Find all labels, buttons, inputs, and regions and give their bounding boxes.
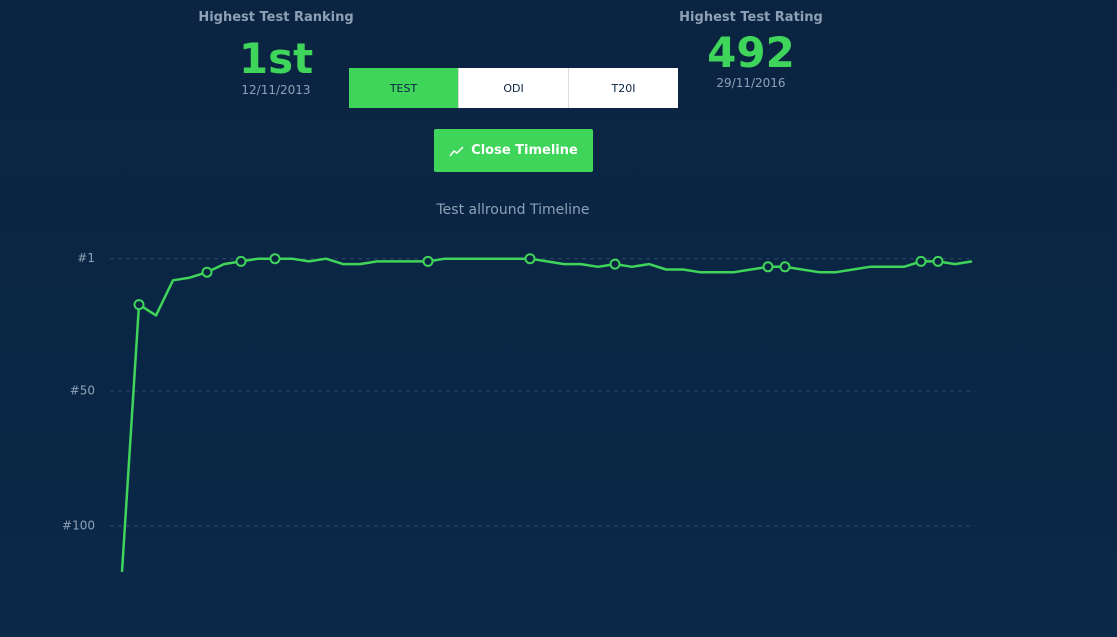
tab[interactable]: ODI <box>458 68 568 108</box>
point <box>932 255 944 267</box>
y-tick-label: #50 <box>70 384 95 398</box>
point <box>762 261 774 273</box>
point <box>133 299 145 311</box>
point <box>609 258 621 270</box>
format-tabs: TEST ODI T20I <box>349 68 678 108</box>
stat-date: 12/11/2013 <box>241 83 311 97</box>
stat-date: 29/11/2016 <box>716 76 786 90</box>
icon <box>449 145 464 156</box>
y-tick-label: #100 <box>62 519 95 533</box>
stat-label: Highest Test Rating <box>679 10 823 25</box>
point <box>269 253 281 265</box>
y-tick-label: #1 <box>77 251 95 265</box>
stat-label: Highest Test Ranking <box>198 10 354 25</box>
stat-value: 1st <box>238 34 314 83</box>
button-label: Close Timeline <box>471 143 578 158</box>
point <box>524 253 536 265</box>
point <box>235 255 247 267</box>
rating-stat: Highest Test Rating 492 29/11/2016 <box>641 10 861 90</box>
point <box>201 266 213 278</box>
tab[interactable]: T20I <box>568 68 678 108</box>
stat-value: 492 <box>707 28 795 77</box>
chart-title: Test allround Timeline <box>435 202 589 218</box>
tab[interactable]: TEST <box>349 68 458 108</box>
ranking-stat: Highest Test Ranking 1st 12/11/2013 <box>166 10 386 97</box>
close-timeline-button[interactable]: Close Timeline <box>434 129 593 172</box>
point <box>422 255 434 267</box>
line <box>120 257 973 572</box>
point <box>779 261 791 273</box>
point <box>915 255 927 267</box>
